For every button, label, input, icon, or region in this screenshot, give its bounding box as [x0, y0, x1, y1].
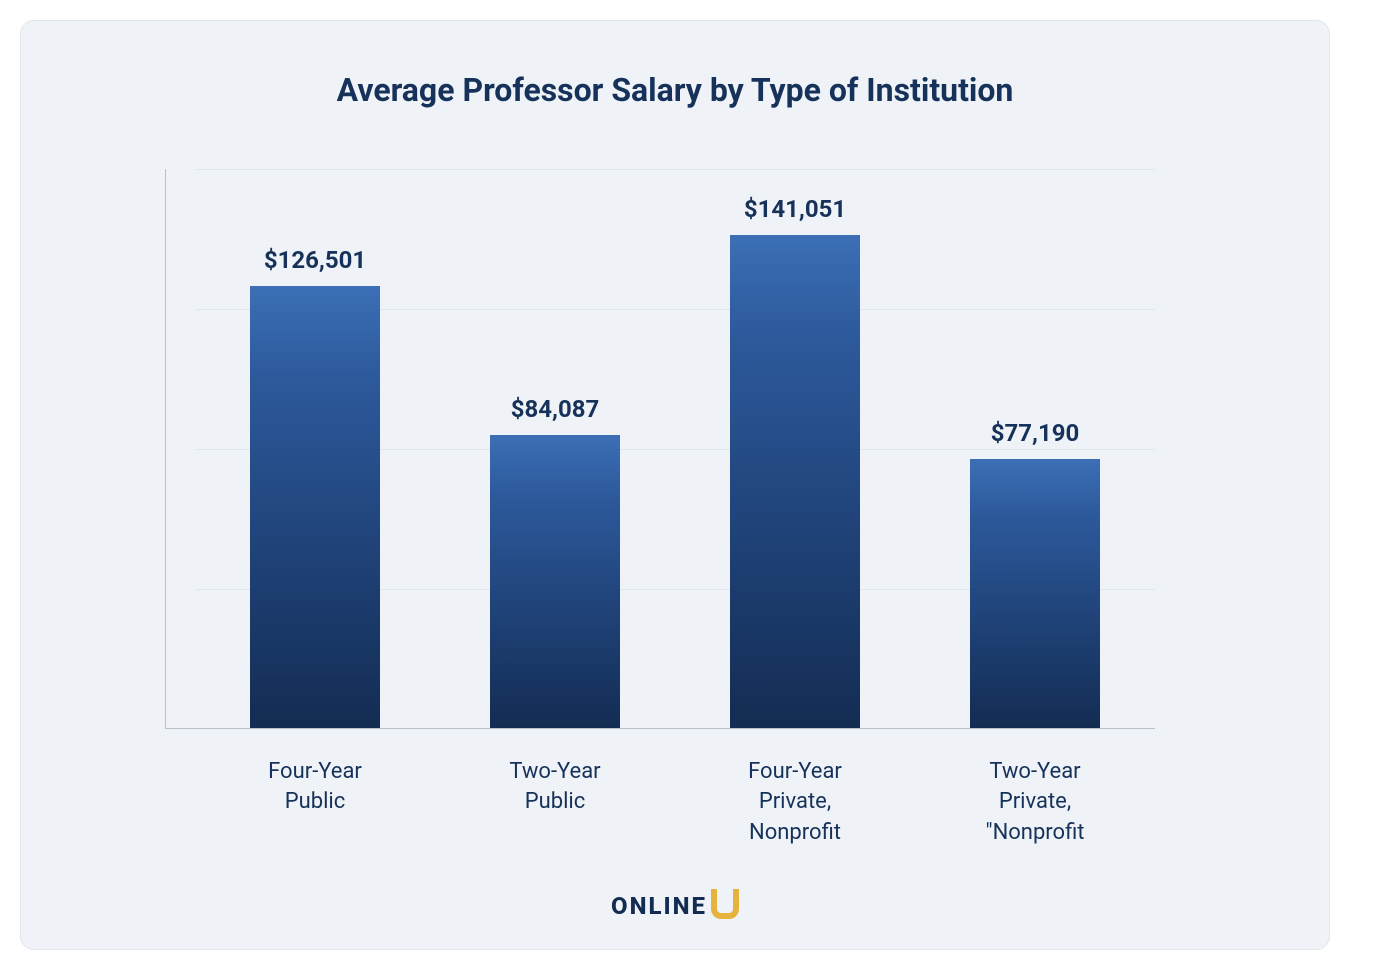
bar: [490, 435, 620, 729]
logo-u-icon: [711, 889, 739, 919]
plot-area: $126,501$84,087$141,051$77,190 Four-Year…: [195, 169, 1155, 729]
x-axis-label: Two-Year Private, "Nonprofit: [935, 757, 1135, 849]
chart-card: Average Professor Salary by Type of Inst…: [20, 20, 1330, 950]
bar-group: $141,051: [695, 195, 895, 729]
bar-group: $77,190: [935, 419, 1135, 729]
bar-value-label: $84,087: [511, 395, 600, 423]
bar: [730, 235, 860, 729]
bars-container: $126,501 $84,087 $141,051 $77,190: [195, 169, 1155, 729]
logo-text: ONLINE: [611, 892, 707, 920]
logo-container: ONLINE: [21, 891, 1329, 921]
x-axis-label: Four-Year Private, Nonprofit: [695, 757, 895, 849]
bar-value-label: $77,190: [991, 419, 1080, 447]
y-axis-line: [165, 169, 166, 729]
chart-title: Average Professor Salary by Type of Inst…: [81, 71, 1269, 109]
brand-logo: ONLINE: [611, 891, 739, 921]
bar: [250, 286, 380, 729]
x-axis-label: Four-Year Public: [215, 757, 415, 849]
x-axis-baseline: [165, 728, 1155, 729]
x-axis-label: Two-Year Public: [455, 757, 655, 849]
bar-value-label: $126,501: [264, 246, 366, 274]
bar-group: $126,501: [215, 246, 415, 729]
x-labels-container: Four-Year Public Two-Year Public Four-Year…: [195, 757, 1155, 849]
bar-group: $84,087: [455, 395, 655, 729]
bar: [970, 459, 1100, 729]
bar-value-label: $141,051: [744, 195, 846, 223]
